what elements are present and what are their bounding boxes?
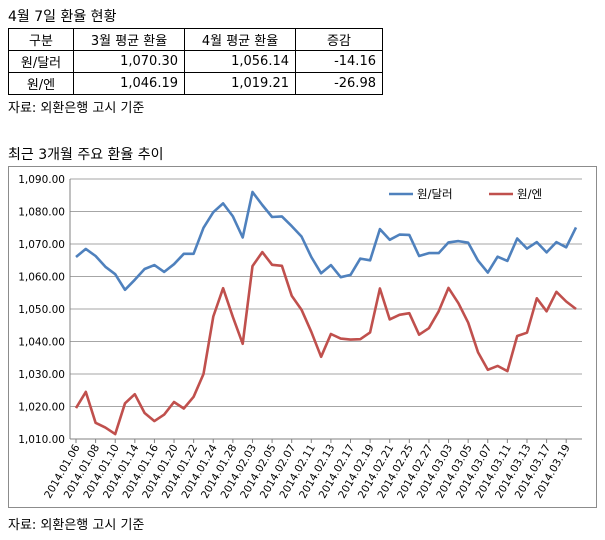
header-title: 4월 7일 환율 현황 <box>8 9 117 25</box>
table-header-cell: 구분 <box>8 28 74 51</box>
table-header-row: 구분 3월 평균 환율 4월 평균 환율 증감 <box>8 28 383 51</box>
table-cell: -14.16 <box>295 50 383 73</box>
exchange-rate-table: 구분 3월 평균 환율 4월 평균 환율 증감 원/달러 1,070.30 1,… <box>8 28 383 95</box>
table-cell: -26.98 <box>295 72 383 95</box>
y-tick-label: 1,010.00 <box>18 434 65 446</box>
legend-label: 원/엔 <box>517 187 542 201</box>
source-note-bottom: 자료: 외환은행 고시 기준 <box>8 518 145 533</box>
y-tick-label: 1,090.00 <box>18 174 65 186</box>
chart-container: 1,010.00 1,020.00 1,030.00 1,040.00 1,050.00… <box>8 166 597 508</box>
y-tick-label: 1,050.00 <box>18 304 65 316</box>
table-cell: 1,019.21 <box>184 72 296 95</box>
chart-title: 최근 3개월 주요 환율 추이 <box>8 147 164 163</box>
y-tick-label: 1,070.00 <box>18 239 65 251</box>
y-tick-label: 1,080.00 <box>18 207 65 219</box>
table-cell: 1,046.19 <box>73 72 185 95</box>
table-header-cell: 증감 <box>295 28 383 51</box>
y-tick-label: 1,060.00 <box>18 272 65 284</box>
legend-label: 원/달러 <box>417 187 453 201</box>
table-cell: 1,056.14 <box>184 50 296 73</box>
table-row: 원/엔 1,046.19 1,019.21 -26.98 <box>8 72 383 95</box>
series-line <box>75 190 578 292</box>
table-header-cell: 4월 평균 환율 <box>184 28 296 51</box>
table-header-cell: 3월 평균 환율 <box>73 28 185 51</box>
table-cell: 원/달러 <box>8 50 74 73</box>
table-row: 원/달러 1,070.30 1,056.14 -14.16 <box>8 50 383 73</box>
series-line <box>74 250 577 436</box>
table-cell: 1,070.30 <box>73 50 185 73</box>
y-tick-label: 1,030.00 <box>18 369 65 381</box>
line-chart: 1,010.00 1,020.00 1,030.00 1,040.00 1,050.00… <box>18 174 582 501</box>
y-tick-label: 1,020.00 <box>18 402 65 414</box>
y-tick-label: 1,040.00 <box>18 337 65 349</box>
source-note: 자료: 외환은행 고시 기준 <box>8 101 145 116</box>
table-cell: 원/엔 <box>8 72 74 95</box>
